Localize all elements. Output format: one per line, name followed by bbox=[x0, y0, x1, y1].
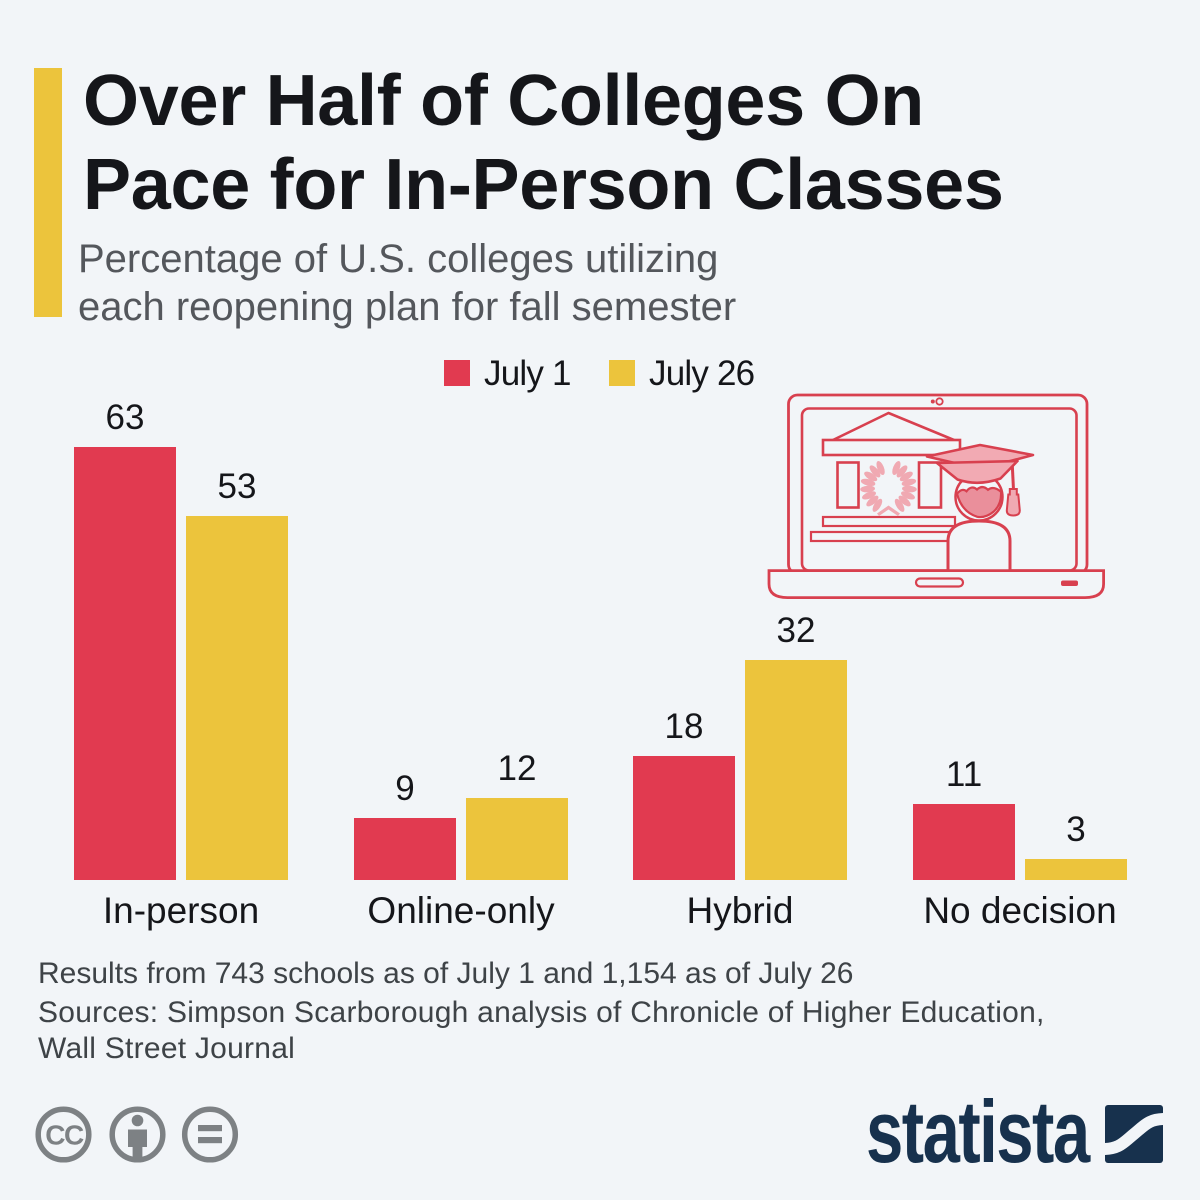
svg-text:CC: CC bbox=[45, 1120, 84, 1151]
